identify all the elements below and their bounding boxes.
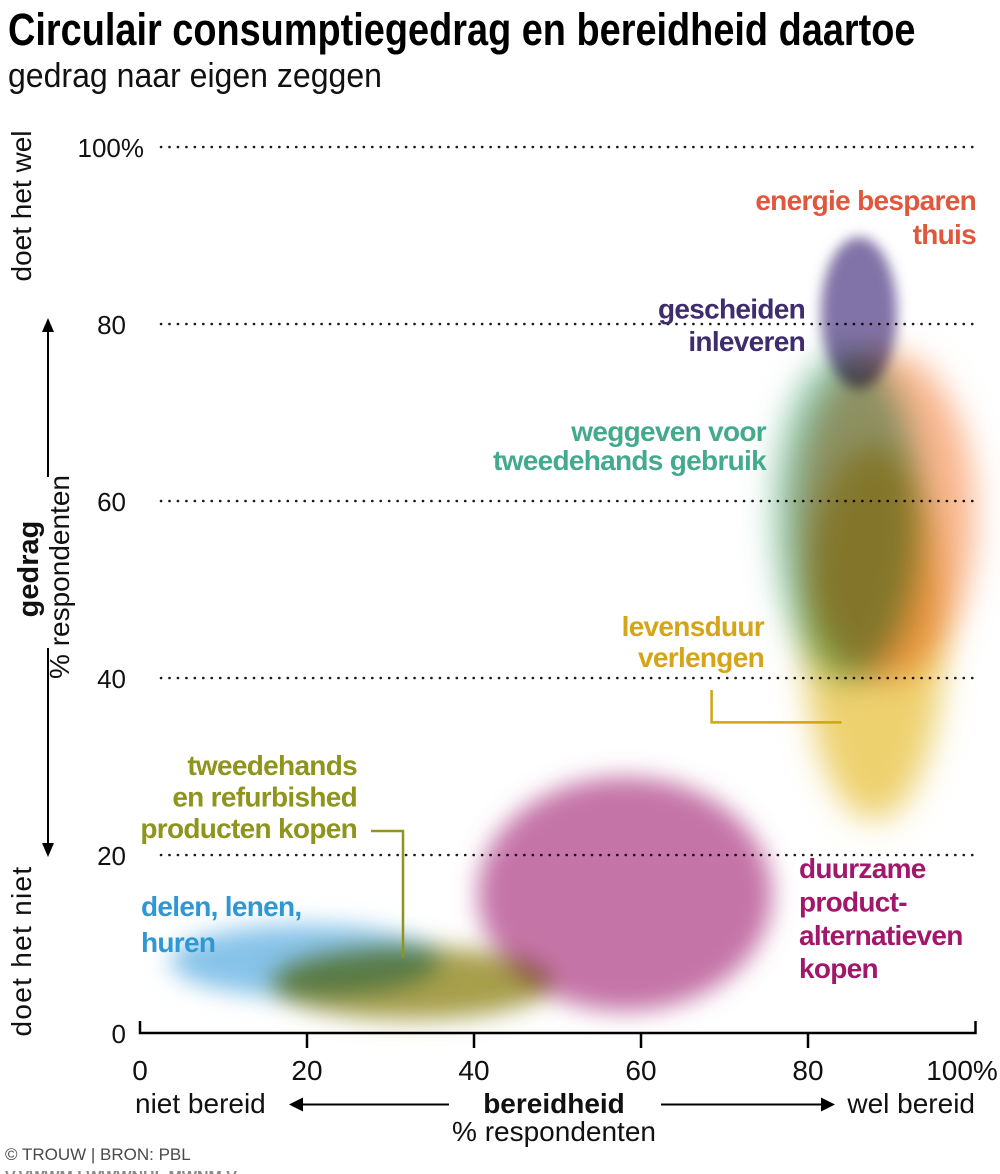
svg-text:80: 80	[792, 1055, 823, 1086]
svg-text:20: 20	[97, 841, 126, 871]
svg-text:alternatieven: alternatieven	[799, 920, 963, 951]
svg-text:inleveren: inleveren	[688, 326, 805, 357]
svg-text:wel bereid: wel bereid	[846, 1088, 975, 1119]
svg-text:verlengen: verlengen	[638, 642, 764, 673]
svg-text:80: 80	[97, 310, 126, 340]
svg-text:40: 40	[458, 1055, 489, 1086]
svg-text:gedrag: gedrag	[13, 521, 45, 618]
svg-text:60: 60	[97, 487, 126, 517]
svg-text:tweedehands: tweedehands	[187, 750, 357, 781]
svg-text:© TROUW | BRON: PBL: © TROUW | BRON: PBL	[5, 1145, 191, 1164]
svg-text:niet bereid: niet bereid	[135, 1088, 266, 1119]
svg-text:gescheiden: gescheiden	[658, 294, 805, 325]
svg-text:doet het wel: doet het wel	[6, 131, 37, 282]
svg-text:weggeven voor: weggeven voor	[570, 416, 767, 447]
svg-text:producten kopen: producten kopen	[140, 813, 357, 844]
svg-text:0: 0	[132, 1055, 148, 1086]
svg-text:en refurbished: en refurbished	[172, 782, 357, 813]
svg-text:delen, lenen,: delen, lenen,	[141, 891, 302, 922]
svg-text:doet het niet: doet het niet	[6, 865, 37, 1036]
svg-text:kopen: kopen	[799, 953, 878, 984]
svg-text:% respondenten: % respondenten	[44, 475, 75, 679]
svg-text:thuis: thuis	[913, 219, 977, 250]
svg-text:tweedehands gebruik: tweedehands gebruik	[493, 445, 767, 476]
svg-text:product-: product-	[799, 887, 907, 918]
svg-text:20: 20	[291, 1055, 322, 1086]
svg-text:energie besparen: energie besparen	[755, 185, 976, 216]
svg-text:levensduur: levensduur	[622, 611, 765, 642]
svg-text:duurzame: duurzame	[799, 853, 926, 884]
svg-text:100%: 100%	[78, 133, 145, 163]
svg-text:bereidheid: bereidheid	[483, 1088, 625, 1119]
svg-text:% respondenten: % respondenten	[452, 1116, 656, 1147]
svg-text:40: 40	[97, 664, 126, 694]
svg-text:100%: 100%	[926, 1055, 998, 1086]
svg-text:60: 60	[625, 1055, 656, 1086]
svg-text:0: 0	[112, 1019, 126, 1049]
svg-text:huren: huren	[141, 927, 215, 958]
svg-text:V.VWWM LWWWNHL MWNM.V: V.VWWM LWWWNHL MWNM.V	[5, 1169, 237, 1174]
